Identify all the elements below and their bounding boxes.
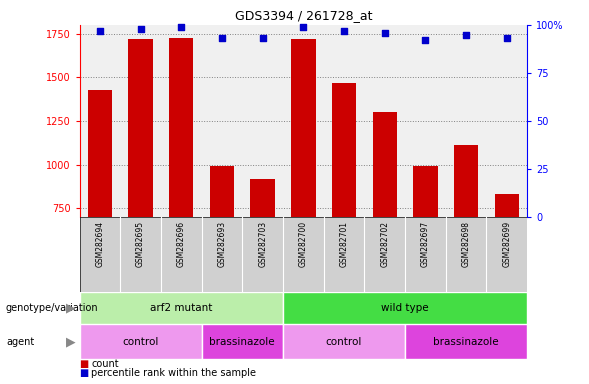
Point	[217, 35, 227, 41]
Point	[421, 37, 430, 43]
Bar	[80, 324, 201, 359]
Text: GSM282700: GSM282700	[299, 221, 308, 267]
Text: arf2 mutant: arf2 mutant	[150, 303, 213, 313]
Text: GSM282693: GSM282693	[217, 221, 226, 267]
Text: control: control	[326, 337, 362, 347]
Text: genotype/variation: genotype/variation	[6, 303, 98, 313]
Bar	[169, 38, 193, 217]
Text: ■: ■	[80, 368, 89, 378]
Point	[95, 28, 105, 34]
Title: GDS3394 / 261728_at: GDS3394 / 261728_at	[234, 9, 372, 22]
Text: GSM282694: GSM282694	[95, 221, 104, 267]
Bar	[80, 292, 283, 324]
Text: GSM282696: GSM282696	[177, 221, 186, 267]
Point	[339, 28, 349, 34]
Bar	[454, 146, 478, 217]
Bar	[128, 39, 153, 217]
Point	[258, 35, 267, 41]
Text: ▶: ▶	[66, 335, 75, 348]
Text: GSM282702: GSM282702	[380, 221, 389, 267]
Text: GSM282701: GSM282701	[339, 221, 349, 267]
Text: GSM282695: GSM282695	[136, 221, 145, 267]
Bar	[405, 324, 527, 359]
Point	[380, 30, 389, 36]
Text: GSM282697: GSM282697	[421, 221, 430, 267]
Bar	[283, 292, 527, 324]
Text: GSM282699: GSM282699	[502, 221, 511, 267]
Bar	[201, 324, 283, 359]
Bar	[283, 324, 405, 359]
Text: agent: agent	[6, 337, 34, 347]
Text: brassinazole: brassinazole	[434, 337, 499, 347]
Bar	[88, 89, 112, 217]
Bar	[332, 83, 356, 217]
Point	[136, 26, 145, 32]
Point	[461, 31, 471, 38]
Text: ■: ■	[80, 359, 89, 369]
Text: count: count	[91, 359, 119, 369]
Text: GSM282698: GSM282698	[462, 221, 471, 267]
Text: ▶: ▶	[66, 302, 75, 314]
Bar	[250, 179, 275, 217]
Bar	[372, 112, 397, 217]
Bar	[291, 39, 316, 217]
Point	[502, 35, 511, 41]
Text: percentile rank within the sample: percentile rank within the sample	[91, 368, 256, 378]
Bar	[210, 166, 234, 217]
Text: brassinazole: brassinazole	[210, 337, 275, 347]
Text: control: control	[123, 337, 159, 347]
Text: wild type: wild type	[381, 303, 429, 313]
Point	[299, 24, 308, 30]
Point	[177, 24, 186, 30]
Text: GSM282703: GSM282703	[258, 221, 267, 267]
Bar	[495, 194, 519, 217]
Bar	[413, 166, 438, 217]
